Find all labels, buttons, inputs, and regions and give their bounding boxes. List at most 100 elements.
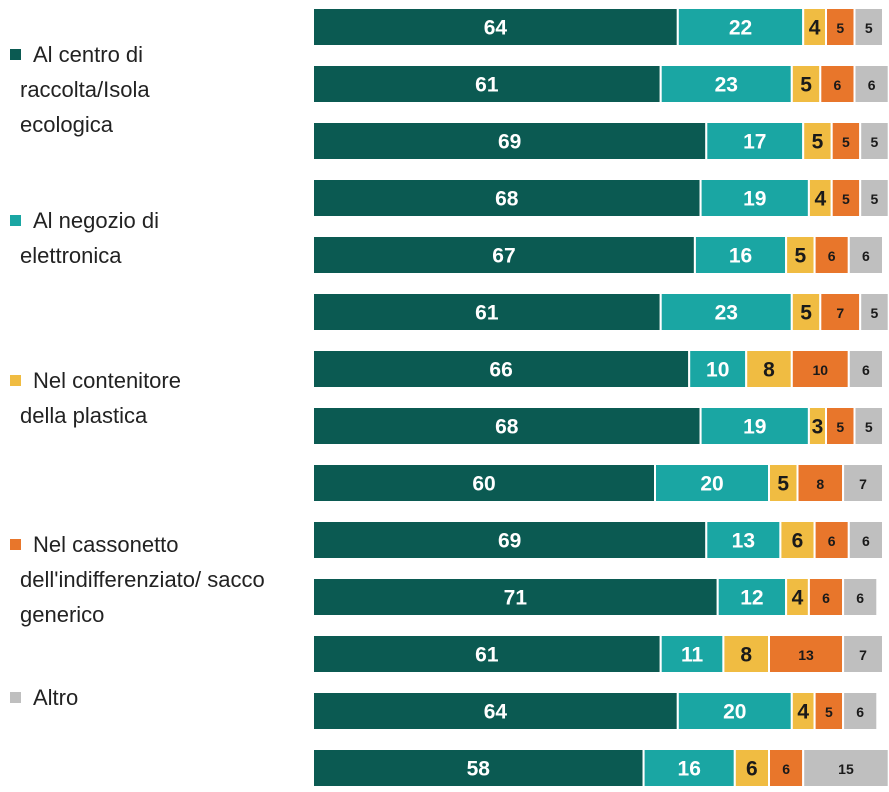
value-label: 6 [828, 533, 836, 549]
bar-segment [659, 64, 793, 104]
bar-segment [853, 406, 884, 446]
bar-segment [847, 520, 884, 560]
value-label: 23 [715, 302, 738, 325]
value-label: 6 [862, 248, 870, 264]
bar-segment [779, 520, 816, 560]
bar-segment [312, 349, 691, 389]
value-label: 4 [797, 701, 809, 724]
value-label: 5 [871, 305, 879, 321]
value-label: 6 [822, 590, 830, 606]
legend-item: Nel cassonetto dell'indifferenziato/ sac… [10, 527, 265, 632]
bar-segment [768, 463, 799, 503]
legend-label: Nel cassonetto dell'indifferenziato/ sac… [20, 532, 265, 627]
value-label: 6 [856, 590, 864, 606]
value-label: 7 [859, 647, 867, 663]
value-label: 20 [723, 701, 746, 724]
bar-segment [676, 7, 805, 47]
value-label: 6 [834, 77, 842, 93]
legend-label: Al centro di raccolta/Isola ecologica [20, 42, 150, 137]
bar-segment [312, 406, 702, 446]
legend-swatch [10, 375, 21, 386]
bar-segment [312, 520, 708, 560]
value-label: 13 [798, 647, 814, 663]
value-label: 16 [678, 758, 701, 781]
value-label: 6 [782, 761, 790, 777]
bar-segment [705, 121, 805, 161]
value-label: 6 [868, 77, 876, 93]
bar-segment [847, 235, 884, 275]
bar-segment [847, 349, 884, 389]
value-label: 58 [467, 758, 491, 781]
value-label: 10 [813, 362, 829, 378]
value-label: 8 [763, 359, 775, 382]
value-label: 22 [729, 17, 752, 40]
value-label: 60 [472, 473, 495, 496]
value-label: 4 [809, 17, 821, 40]
bar-segment [312, 463, 656, 503]
value-label: 61 [475, 644, 499, 667]
value-label: 5 [836, 20, 844, 36]
bar-segment [312, 64, 662, 104]
legend-swatch [10, 49, 21, 60]
legend-swatch [10, 215, 21, 226]
legend-label: Nel contenitore della plastica [20, 368, 181, 428]
value-label: 68 [495, 416, 519, 439]
bar-segment [693, 235, 788, 275]
value-label: 64 [484, 701, 508, 724]
bar-segment [654, 463, 770, 503]
bar-segment [312, 577, 719, 617]
value-label: 15 [838, 761, 854, 777]
bar-segment [859, 121, 889, 161]
value-label: 5 [812, 131, 824, 154]
value-label: 4 [792, 587, 804, 610]
value-label: 12 [740, 587, 763, 610]
bar-segment [642, 748, 736, 788]
value-label: 5 [836, 419, 844, 435]
value-label: 6 [862, 533, 870, 549]
bar-segment [659, 634, 725, 674]
value-label: 6 [746, 758, 758, 781]
bar-segment [842, 463, 884, 503]
bar-segment [312, 121, 708, 161]
value-label: 5 [777, 473, 789, 496]
bar-segment [842, 691, 879, 731]
value-label: 64 [484, 17, 508, 40]
value-label: 69 [498, 131, 521, 154]
bar-segment [312, 7, 679, 47]
value-label: 5 [865, 20, 873, 36]
value-label: 5 [871, 191, 879, 207]
bar-segment [813, 520, 850, 560]
value-label: 71 [504, 587, 528, 610]
value-label: 67 [492, 245, 515, 268]
value-label: 5 [825, 704, 833, 720]
legend-swatch [10, 539, 21, 550]
value-label: 11 [681, 644, 704, 667]
legend-label: Al negozio di elettronica [20, 208, 159, 268]
value-label: 6 [792, 530, 804, 553]
value-label: 5 [871, 134, 879, 150]
value-label: 19 [743, 416, 766, 439]
value-label: 23 [715, 74, 738, 97]
bar-segment [790, 349, 850, 389]
value-label: 17 [743, 131, 766, 154]
value-label: 6 [856, 704, 864, 720]
legend-item: Nel contenitore della plastica [10, 363, 220, 433]
value-label: 19 [743, 188, 766, 211]
value-label: 4 [814, 188, 826, 211]
value-label: 61 [475, 74, 499, 97]
bar-segment [859, 178, 889, 218]
bar-segment [796, 463, 845, 503]
bar-segment [853, 7, 884, 47]
bar-segment [807, 577, 845, 617]
legend-item: Altro [10, 680, 220, 715]
bar-segment [312, 748, 645, 788]
bar-segment [830, 178, 862, 218]
value-label: 69 [498, 530, 521, 553]
value-label: 7 [859, 476, 867, 492]
value-label: 13 [732, 530, 755, 553]
value-label: 6 [862, 362, 870, 378]
bar-segment [830, 121, 862, 161]
value-label: 8 [816, 476, 824, 492]
